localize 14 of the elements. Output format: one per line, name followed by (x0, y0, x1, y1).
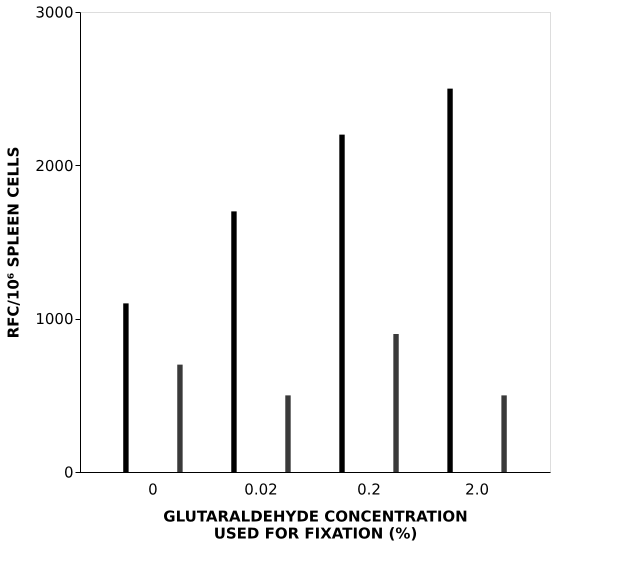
x-axis-title: GLUTARALDEHYDE CONCENTRATION USED FOR FIXATION (%) (163, 508, 468, 542)
y-axis-title: RFC/10⁶ SPLEEN CELLS (4, 146, 22, 338)
y-tick-label: 0 (64, 464, 74, 482)
bar (393, 334, 399, 472)
x-tick-label: 0.02 (244, 480, 278, 498)
y-tick-label: 3000 (35, 4, 74, 22)
bar (501, 395, 507, 472)
bar (285, 395, 291, 472)
x-tick-label: 2.0 (465, 480, 489, 498)
y-tick-label: 2000 (35, 156, 74, 175)
bar (177, 364, 183, 472)
y-tick-label: 1000 (35, 310, 74, 328)
x-tick-label: 0 (148, 480, 158, 498)
x-tick-label: 0.2 (357, 480, 381, 498)
